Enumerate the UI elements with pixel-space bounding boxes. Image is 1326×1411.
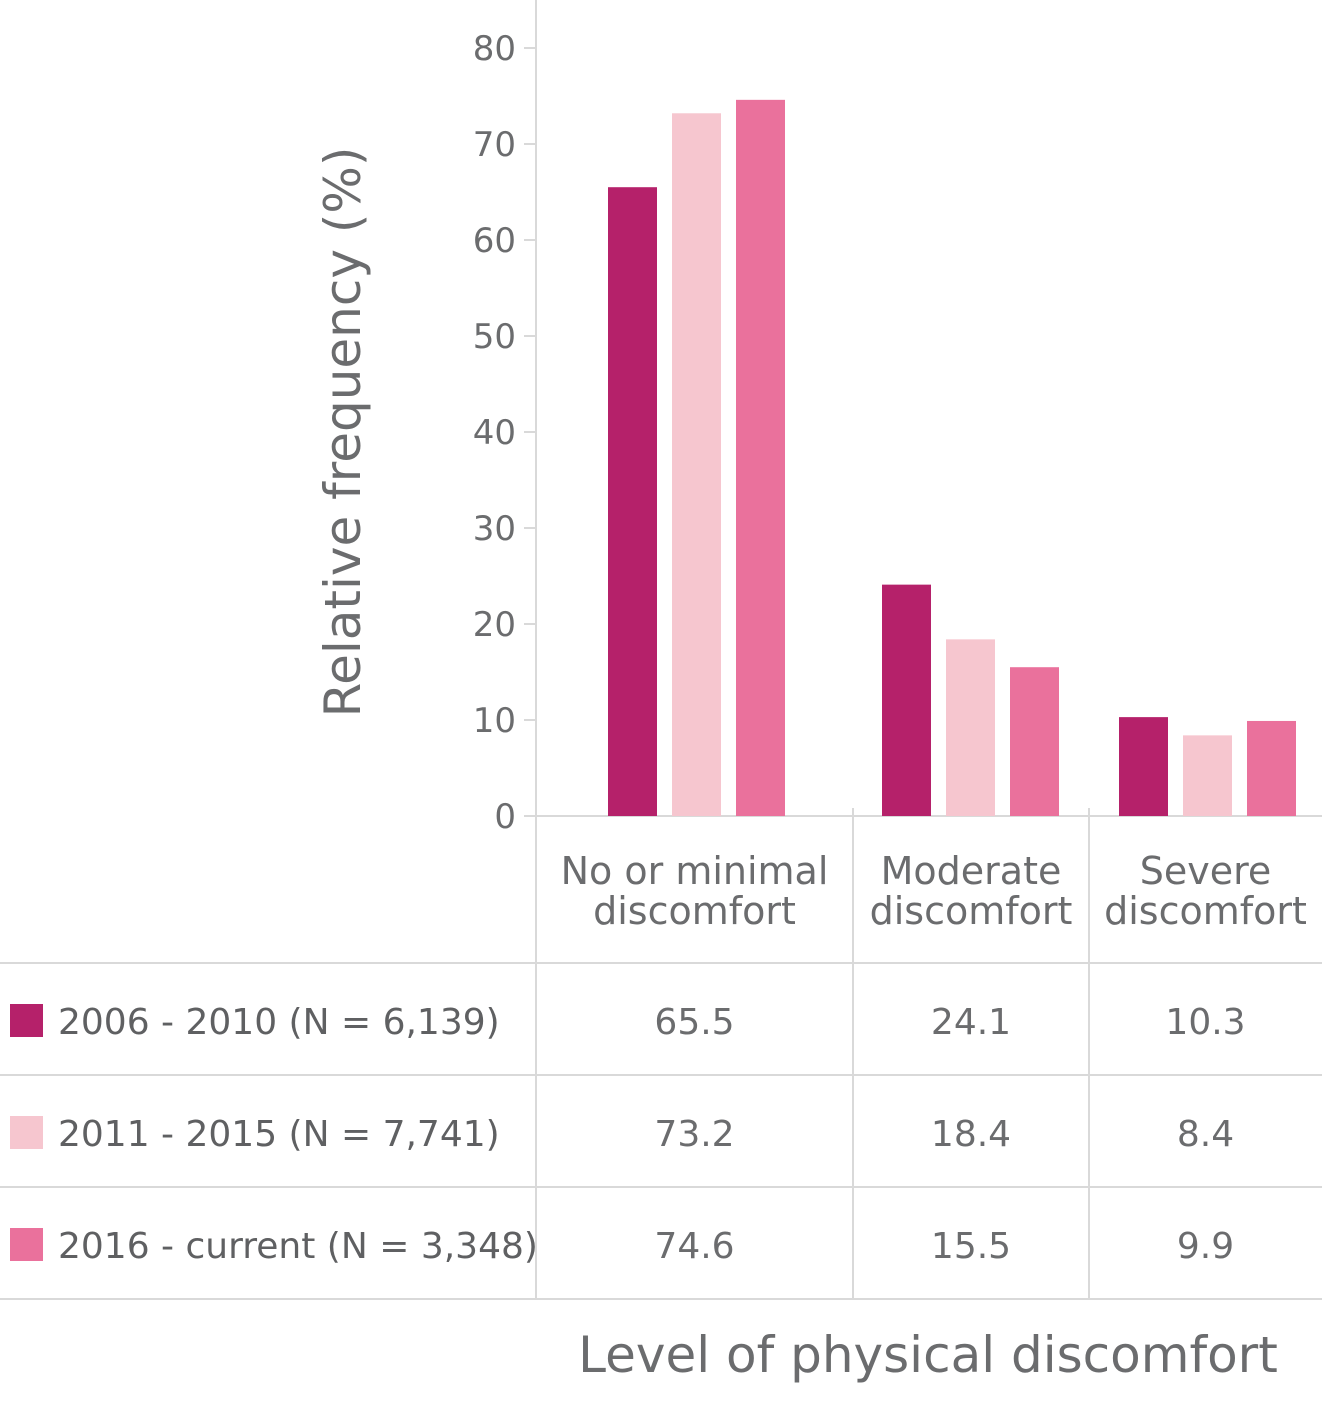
bar — [1247, 720, 1296, 816]
category-label: discomfort — [593, 889, 796, 933]
category-label: Severe — [1140, 849, 1272, 893]
data-table: 2006 - 2010 (N = 6,139) 65.5 24.1 10.3 2011 … — [0, 962, 1322, 1300]
y-tick-label: 10 — [473, 701, 516, 741]
table-cell-value: 15.5 — [931, 1226, 1011, 1267]
y-tick-label: 30 — [473, 509, 516, 549]
table-cell-value: 8.4 — [1177, 1114, 1234, 1155]
legend-label: 2016 - current (N = 3,348) — [58, 1226, 538, 1267]
table-cell-value: 24.1 — [931, 1002, 1011, 1043]
bar — [1119, 717, 1168, 816]
category-label: Moderate — [881, 849, 1062, 893]
table-cell-value: 73.2 — [654, 1114, 734, 1155]
y-tick-label: 60 — [473, 221, 516, 261]
table-cell-value: 10.3 — [1165, 1002, 1245, 1043]
legend-swatch — [10, 1116, 43, 1149]
legend-swatch — [10, 1228, 43, 1261]
y-tick-label: 80 — [473, 29, 516, 69]
table-cell-value: 9.9 — [1177, 1226, 1234, 1267]
y-tick-label: 40 — [473, 413, 516, 453]
legend-label: 2011 - 2015 (N = 7,741) — [58, 1114, 500, 1155]
bar — [1183, 735, 1232, 816]
table-cell-value: 74.6 — [654, 1226, 734, 1267]
bar — [608, 187, 657, 816]
y-axis-title: Relative frequency (%) — [314, 147, 372, 718]
table-cell-value: 65.5 — [654, 1002, 734, 1043]
bar — [1010, 667, 1059, 816]
legend-label: 2006 - 2010 (N = 6,139) — [58, 1002, 500, 1043]
bar — [672, 113, 721, 816]
y-tick-label: 70 — [473, 125, 516, 165]
chart-bars — [608, 99, 1296, 817]
legend-swatch — [10, 1004, 43, 1037]
x-axis-title: Level of physical discomfort — [578, 1326, 1278, 1384]
category-label: discomfort — [870, 889, 1073, 933]
bar — [736, 99, 785, 817]
bar — [946, 639, 995, 816]
bar — [882, 584, 931, 816]
y-tick-label: 50 — [473, 317, 516, 357]
y-tick-label: 20 — [473, 605, 516, 645]
category-label: discomfort — [1104, 889, 1307, 933]
table-cell-value: 18.4 — [931, 1114, 1011, 1155]
category-label: No or minimal — [561, 849, 829, 893]
y-tick-label: 0 — [494, 797, 516, 837]
